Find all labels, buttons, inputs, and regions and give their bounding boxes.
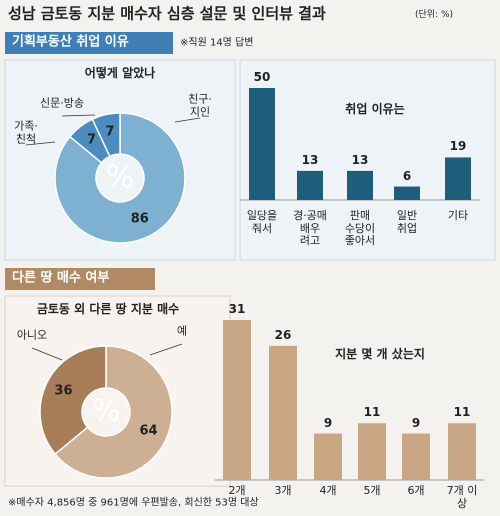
center-label: % [105,159,135,195]
value-label: 31 [228,302,246,317]
category-label: 4개 [319,484,337,497]
slice-label: 신문·방송 [40,96,84,110]
pie-slice [39,345,107,456]
category-label: 2개 [228,484,246,497]
title: 성남 금토동 지분 매수자 심층 설문 및 인터뷰 결과 [8,4,326,23]
section-header-box [5,32,173,54]
slice-label: 예 [176,324,188,338]
slice-value: 7 [86,132,97,148]
value-label: 9 [323,415,333,430]
category-label: 일당을 줘서 [246,209,278,235]
category-label: 판매 수당이 좋아서 [344,209,376,248]
bar-title: 지분 몇 개 샀는지 [335,347,425,362]
category-label: 기타 [447,209,469,222]
category-label: 7개 이상 [446,484,478,510]
slice-label: 아니오 [16,328,48,342]
pie-slice [54,112,186,244]
value-label: 50 [253,70,271,85]
section-header-box [5,268,155,290]
bar [394,186,420,200]
bar [223,320,251,480]
value-label: 6 [402,168,412,183]
note: ※직원 14명 답변 [180,37,254,49]
slice-value: 7 [105,124,115,140]
value-label: 9 [411,415,421,430]
pie-slice [91,112,121,158]
slice-label: 친구· 지인 [188,92,212,118]
slice-value: 64 [139,423,158,439]
section-title: 기획부동산 취업 이유 [12,34,129,50]
value-label: 26 [274,327,292,342]
bar [448,423,476,480]
bar [249,88,275,200]
leader-line [31,347,63,361]
bar-title: 취업 이유는 [345,102,405,117]
leader-line [61,114,96,117]
pie-slice [54,345,173,479]
value-label: 11 [453,405,471,420]
bar [314,433,342,480]
value-label: 11 [363,405,381,420]
category-label: 5개 [363,484,381,497]
slice-value: 36 [54,383,73,399]
slice-label: 가족· 친척 [14,119,38,145]
category-label: 6개 [407,484,425,497]
slice-value: 86 [130,211,149,227]
bar [445,157,471,200]
value-label: 13 [301,152,319,167]
leader-line [174,117,201,123]
footnote: ※매수자 4,856명 중 961명에 우편발송, 회신한 53명 대상 [8,497,259,509]
leader-line [25,141,56,146]
bar [269,345,297,480]
bar [358,423,386,480]
value-label: 13 [351,152,369,167]
bar [297,170,323,200]
bar [347,170,373,200]
unit: (단위: %) [415,9,454,20]
center-label: % [91,393,121,429]
category-label: 경·공매 배우 려고 [293,209,327,248]
category-label: 3개 [274,484,292,497]
bar [402,433,430,480]
category-label: 일반 취업 [396,209,418,235]
pie-title: 금토동 외 다른 땅 지분 매수 [36,302,180,317]
pie-title: 어떻게 알았나 [84,66,156,81]
value-label: 19 [449,139,467,154]
leader-line [149,343,183,356]
section-title: 다른 땅 매수 여부 [12,270,110,286]
